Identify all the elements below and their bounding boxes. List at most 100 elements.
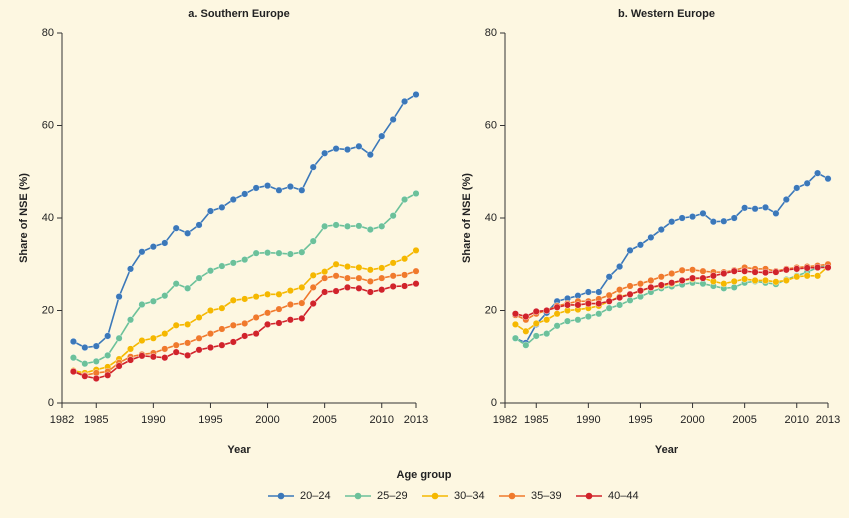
marker: [332, 287, 340, 295]
marker: [309, 237, 317, 245]
marker: [286, 287, 294, 295]
marker: [161, 239, 169, 247]
marker: [378, 274, 386, 282]
x-tick-label: 2005: [312, 414, 336, 426]
marker: [595, 288, 603, 296]
marker: [172, 321, 180, 329]
marker: [195, 221, 203, 229]
marker: [605, 297, 613, 305]
marker: [115, 362, 123, 370]
marker: [321, 268, 329, 276]
y-axis-label: Share of NSE (%): [461, 173, 473, 263]
marker: [689, 274, 697, 282]
marker: [206, 344, 214, 352]
marker: [206, 267, 214, 275]
marker: [138, 352, 146, 360]
x-tick-label: 1995: [198, 414, 222, 426]
legend-title: Age group: [397, 469, 452, 481]
marker: [321, 274, 329, 282]
marker: [699, 209, 707, 217]
x-axis-label: Year: [227, 444, 251, 456]
marker: [389, 212, 397, 220]
line: [73, 93, 417, 349]
marker: [793, 184, 801, 192]
marker: [355, 142, 363, 150]
marker: [355, 274, 363, 282]
marker: [772, 209, 780, 217]
y-tick-label: 80: [485, 27, 497, 39]
marker: [636, 241, 644, 249]
y-tick-label: 40: [42, 212, 54, 224]
marker: [824, 175, 832, 183]
marker: [275, 305, 283, 313]
marker: [522, 327, 530, 335]
marker: [699, 267, 707, 275]
series: [511, 169, 832, 347]
marker: [793, 265, 801, 273]
marker: [206, 207, 214, 215]
marker: [553, 303, 561, 311]
marker: [264, 320, 272, 328]
marker: [532, 332, 540, 340]
marker: [595, 300, 603, 308]
marker: [401, 255, 409, 263]
marker: [401, 282, 409, 290]
x-axis-label: Year: [655, 444, 679, 456]
marker: [355, 284, 363, 292]
marker: [172, 280, 180, 288]
marker: [689, 213, 697, 221]
marker: [218, 341, 226, 349]
marker: [343, 283, 351, 291]
marker: [378, 286, 386, 294]
y-tick-label: 20: [485, 304, 497, 316]
marker: [161, 354, 169, 362]
marker: [782, 266, 790, 274]
legend-label: 25–29: [377, 490, 408, 502]
marker: [332, 145, 340, 153]
marker: [218, 203, 226, 211]
marker: [761, 276, 769, 284]
marker: [241, 256, 249, 264]
marker: [626, 282, 634, 290]
marker: [81, 344, 89, 352]
marker: [730, 267, 738, 275]
marker: [772, 278, 780, 286]
marker: [814, 169, 822, 177]
marker: [584, 300, 592, 308]
marker: [605, 291, 613, 299]
marker: [605, 273, 613, 281]
marker: [298, 283, 306, 291]
marker: [668, 218, 676, 226]
marker: [252, 184, 260, 192]
marker: [206, 330, 214, 338]
marker: [104, 351, 112, 359]
marker: [127, 265, 135, 273]
marker: [298, 248, 306, 256]
marker: [206, 307, 214, 315]
marker: [412, 246, 420, 254]
marker: [657, 226, 665, 234]
marker: [138, 300, 146, 308]
marker: [309, 163, 317, 171]
marker: [793, 273, 801, 281]
marker: [378, 222, 386, 230]
marker: [275, 290, 283, 298]
marker: [69, 368, 77, 376]
marker: [161, 292, 169, 300]
marker: [298, 186, 306, 194]
marker: [574, 316, 582, 324]
marker: [138, 248, 146, 256]
marker: [298, 299, 306, 307]
marker: [92, 357, 100, 365]
marker: [69, 337, 77, 345]
marker: [309, 271, 317, 279]
marker: [366, 277, 374, 285]
marker: [584, 313, 592, 321]
y-tick-label: 40: [485, 212, 497, 224]
marker: [241, 332, 249, 340]
marker: [127, 356, 135, 364]
marker: [229, 195, 237, 203]
marker: [172, 348, 180, 356]
marker: [355, 222, 363, 230]
